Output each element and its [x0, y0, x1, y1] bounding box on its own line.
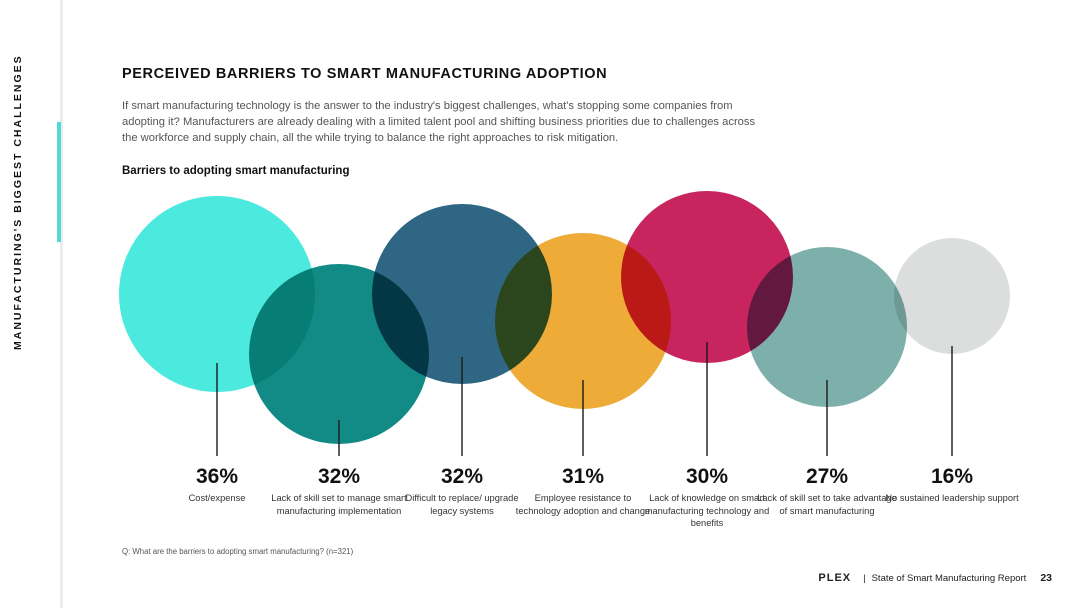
category-label: Lack of skill set to manage smart manufa… — [271, 493, 407, 516]
value-label: 36% — [195, 465, 239, 488]
category-label: Lack of knowledge on smart manufacturing… — [644, 493, 770, 528]
category-label: No sustained leadership support — [885, 493, 1019, 503]
category-label: Lack of skill set to take advantage of s… — [757, 493, 897, 516]
barrier-column-3: 32% Difficult to replace/ upgrade legacy… — [392, 464, 532, 517]
chart-title: Barriers to adopting smart manufacturing — [122, 165, 350, 177]
bubble-6 — [747, 247, 907, 407]
barrier-column-6: 27% Lack of skill set to take advantage … — [757, 464, 897, 517]
value-label: 32% — [317, 465, 361, 488]
page-title: PERCEIVED BARRIERS TO SMART MANUFACTURIN… — [122, 66, 608, 82]
value-label: 31% — [561, 465, 605, 488]
survey-footnote: Q: What are the barriers to adopting sma… — [122, 547, 354, 556]
barrier-column-1: 36% Cost/expense — [147, 464, 287, 505]
intro-paragraph: If smart manufacturing technology is the… — [122, 100, 756, 144]
barrier-column-7: 16% No sustained leadership support — [882, 464, 1022, 505]
sidebar — [0, 0, 63, 608]
value-label: 30% — [685, 465, 729, 488]
page-number: 23 — [1040, 572, 1052, 584]
page-footer: PLEX | State of Smart Manufacturing Repo… — [818, 572, 1052, 584]
barrier-column-4: 31% Employee resistance to technology ad… — [513, 464, 653, 517]
value-label: 27% — [805, 465, 849, 488]
barrier-column-5: 30% Lack of knowledge on smart manufactu… — [637, 464, 777, 530]
plex-logo: PLEX — [818, 572, 852, 584]
category-label: Employee resistance to technology adopti… — [515, 493, 651, 516]
bubble-7 — [894, 238, 1010, 354]
category-label: Difficult to replace/ upgrade legacy sys… — [405, 493, 519, 516]
sidebar-accent-bar — [57, 122, 61, 242]
barrier-column-2: 32% Lack of skill set to manage smart ma… — [269, 464, 409, 517]
value-label: 16% — [930, 465, 974, 488]
category-label: Cost/expense — [188, 493, 246, 503]
report-name: State of Smart Manufacturing Report — [871, 572, 1027, 584]
value-label: 32% — [440, 465, 484, 488]
footer-separator: | — [863, 572, 866, 584]
bubble-chart — [119, 191, 1010, 456]
